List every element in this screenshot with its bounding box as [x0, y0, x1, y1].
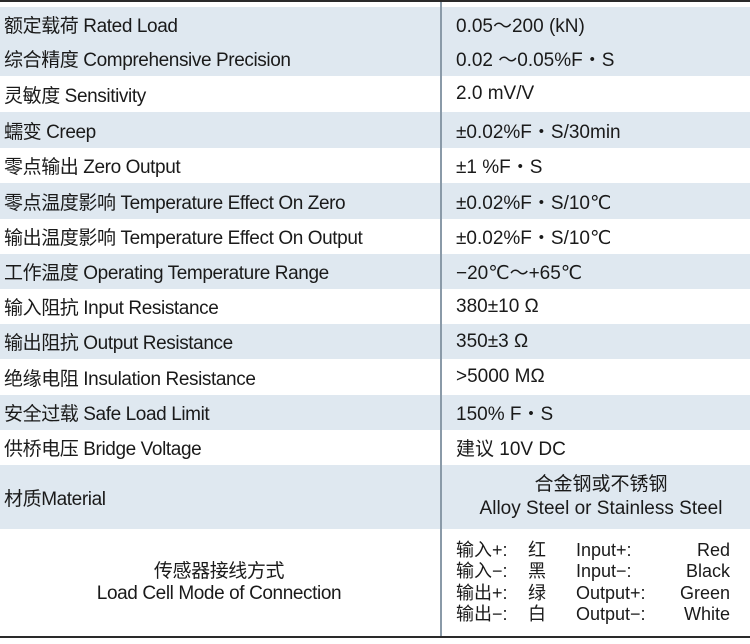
wire-cn: 输出+: [456, 582, 508, 603]
row-label: 灵敏度 Sensitivity [4, 85, 146, 107]
wire-cn: 输入−: [456, 561, 508, 581]
wire-en: Input+: [576, 539, 632, 560]
wire-cn: 输出−: [456, 604, 508, 624]
row-value: 2.0 mV/V [456, 83, 535, 104]
material-value: 合金钢或不锈钢 Alloy Steel or Stainless Steel [456, 465, 746, 529]
row-value: 建议 10V DC [456, 439, 566, 460]
row-value: ±0.02%F・S/10℃ [456, 192, 612, 214]
wire-cn-color: 黑 [528, 561, 546, 581]
row-label: 蠕变 Creep [4, 121, 96, 143]
row-label: 零点输出 Zero Output [4, 157, 181, 178]
table-row: 输出阻抗 Output Resistance 350±3 Ω [0, 324, 750, 359]
wire-line: 输出−: 白 Output−: White [456, 604, 746, 626]
table-row: 绝缘电阻 Insulation Resistance >5000 MΩ [0, 359, 750, 395]
wire-en-color: Red [696, 539, 730, 560]
wire-cn-color: 绿 [528, 582, 546, 603]
row-label: 输入阻抗 Input Resistance [4, 298, 219, 319]
table-row: 蠕变 Creep ±0.02%F・S/30min [0, 112, 750, 148]
row-value: 0.02 ～0.05%F・S [456, 50, 615, 71]
wire-en: Output+: [576, 582, 646, 603]
wire-cn: 输入+: [456, 539, 508, 560]
wire-en-color: Green [679, 582, 730, 603]
row-label: 额定载荷 Rated Load [4, 15, 178, 37]
connection-label-en: Load Cell Mode of Connection [96, 582, 342, 604]
connection-row: 传感器接线方式 Load Cell Mode of Connection 输入+… [0, 529, 750, 636]
table-row: 输出温度影响 Temperature Effect On Output ±0.0… [0, 219, 750, 254]
table-row: 输入阻抗 Input Resistance 380±10 Ω [0, 289, 750, 324]
wire-en: Input−: [576, 561, 632, 581]
table-row: 安全过载 Safe Load Limit 150% F・S [0, 395, 750, 430]
row-label: 绝缘电阻 Insulation Resistance [4, 368, 256, 390]
row-value: >5000 MΩ [456, 366, 545, 387]
row-label: 输出阻抗 Output Resistance [4, 333, 233, 354]
row-value: ±1 %F・S [456, 157, 543, 178]
table-row: 供桥电压 Bridge Voltage 建议 10V DC [0, 430, 750, 465]
row-label: 输出温度影响 Temperature Effect On Output [4, 228, 363, 249]
row-label: 工作温度 Operating Temperature Range [4, 263, 329, 284]
row-value: 0.05～200 (kN) [456, 15, 585, 37]
row-value: 380±10 Ω [456, 295, 539, 317]
row-label: 零点温度影响 Temperature Effect On Zero [4, 192, 346, 214]
row-value: ±0.02%F・S/10℃ [456, 228, 612, 249]
table-row: 零点温度影响 Temperature Effect On Zero ±0.02%… [0, 183, 750, 219]
wire-cn-color: 红 [528, 539, 546, 560]
row-value: −20℃～+65℃ [456, 263, 583, 284]
row-value: 350±3 Ω [456, 330, 529, 352]
wiring-list: 输入+: 红 Input+: Red 输入−: 黑 Input−: Black … [456, 529, 746, 636]
top-rule [0, 0, 750, 2]
table-row: 综合精度 Comprehensive Precision 0.02 ～0.05%… [0, 41, 750, 76]
wire-line: 输入+: 红 Input+: Red [456, 540, 746, 562]
row-value: ±0.02%F・S/30min [456, 121, 621, 143]
table-row: 零点输出 Zero Output ±1 %F・S [0, 148, 750, 183]
row-label: 综合精度 Comprehensive Precision [4, 50, 291, 71]
table-row: 灵敏度 Sensitivity 2.0 mV/V [0, 76, 750, 112]
wire-line: 输出+: 绿 Output+: Green [456, 583, 746, 605]
connection-label-cn: 传感器接线方式 [153, 560, 285, 582]
row-label: 安全过载 Safe Load Limit [4, 404, 210, 425]
wire-en: Output−: [576, 604, 646, 624]
material-label: 材质Material [4, 488, 106, 510]
table-row: 额定载荷 Rated Load 0.05～200 (kN) [0, 7, 750, 41]
wire-en-color: Black [685, 561, 730, 581]
column-divider [440, 2, 442, 636]
bottom-rule [0, 636, 750, 638]
material-value-en: Alloy Steel or Stainless Steel [479, 498, 723, 519]
wire-en-color: White [683, 604, 730, 624]
material-value-cn: 合金钢或不锈钢 [534, 474, 668, 495]
material-row: 材质Material 合金钢或不锈钢 Alloy Steel or Stainl… [0, 465, 750, 529]
row-value: 150% F・S [456, 404, 554, 425]
wire-line: 输入−: 黑 Input−: Black [456, 561, 746, 583]
table-row: 工作温度 Operating Temperature Range −20℃～+6… [0, 254, 750, 289]
wire-cn-color: 白 [528, 604, 546, 624]
row-label: 供桥电压 Bridge Voltage [4, 439, 202, 460]
connection-label: 传感器接线方式 Load Cell Mode of Connection [4, 529, 434, 636]
